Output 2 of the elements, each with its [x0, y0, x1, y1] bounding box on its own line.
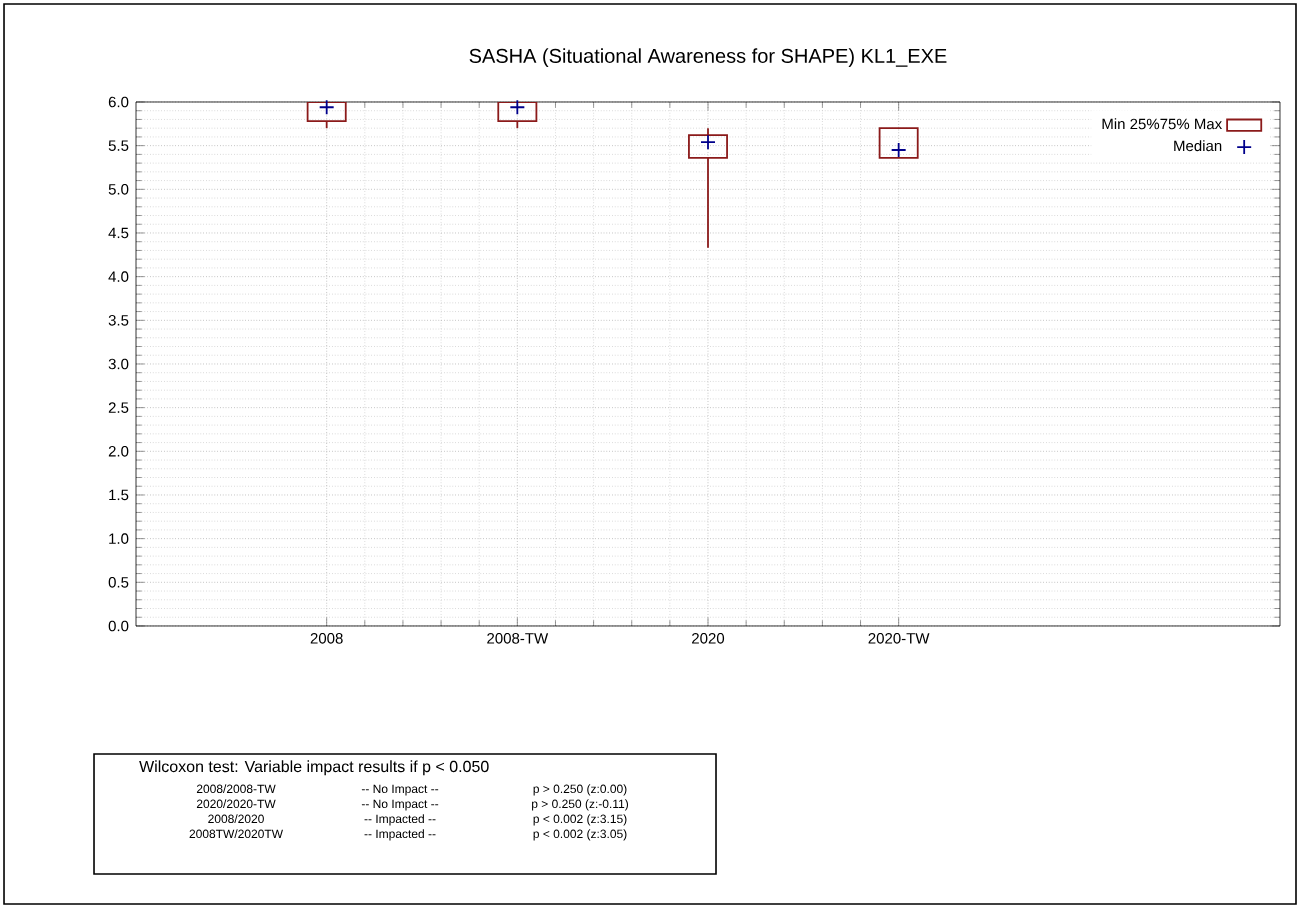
chart-title: SASHA (Situational Awareness for SHAPE) KL1_EXE: [469, 48, 947, 67]
text: Wilcoxon test: Variable impact results if p < 0.050: [139, 760, 489, 776]
